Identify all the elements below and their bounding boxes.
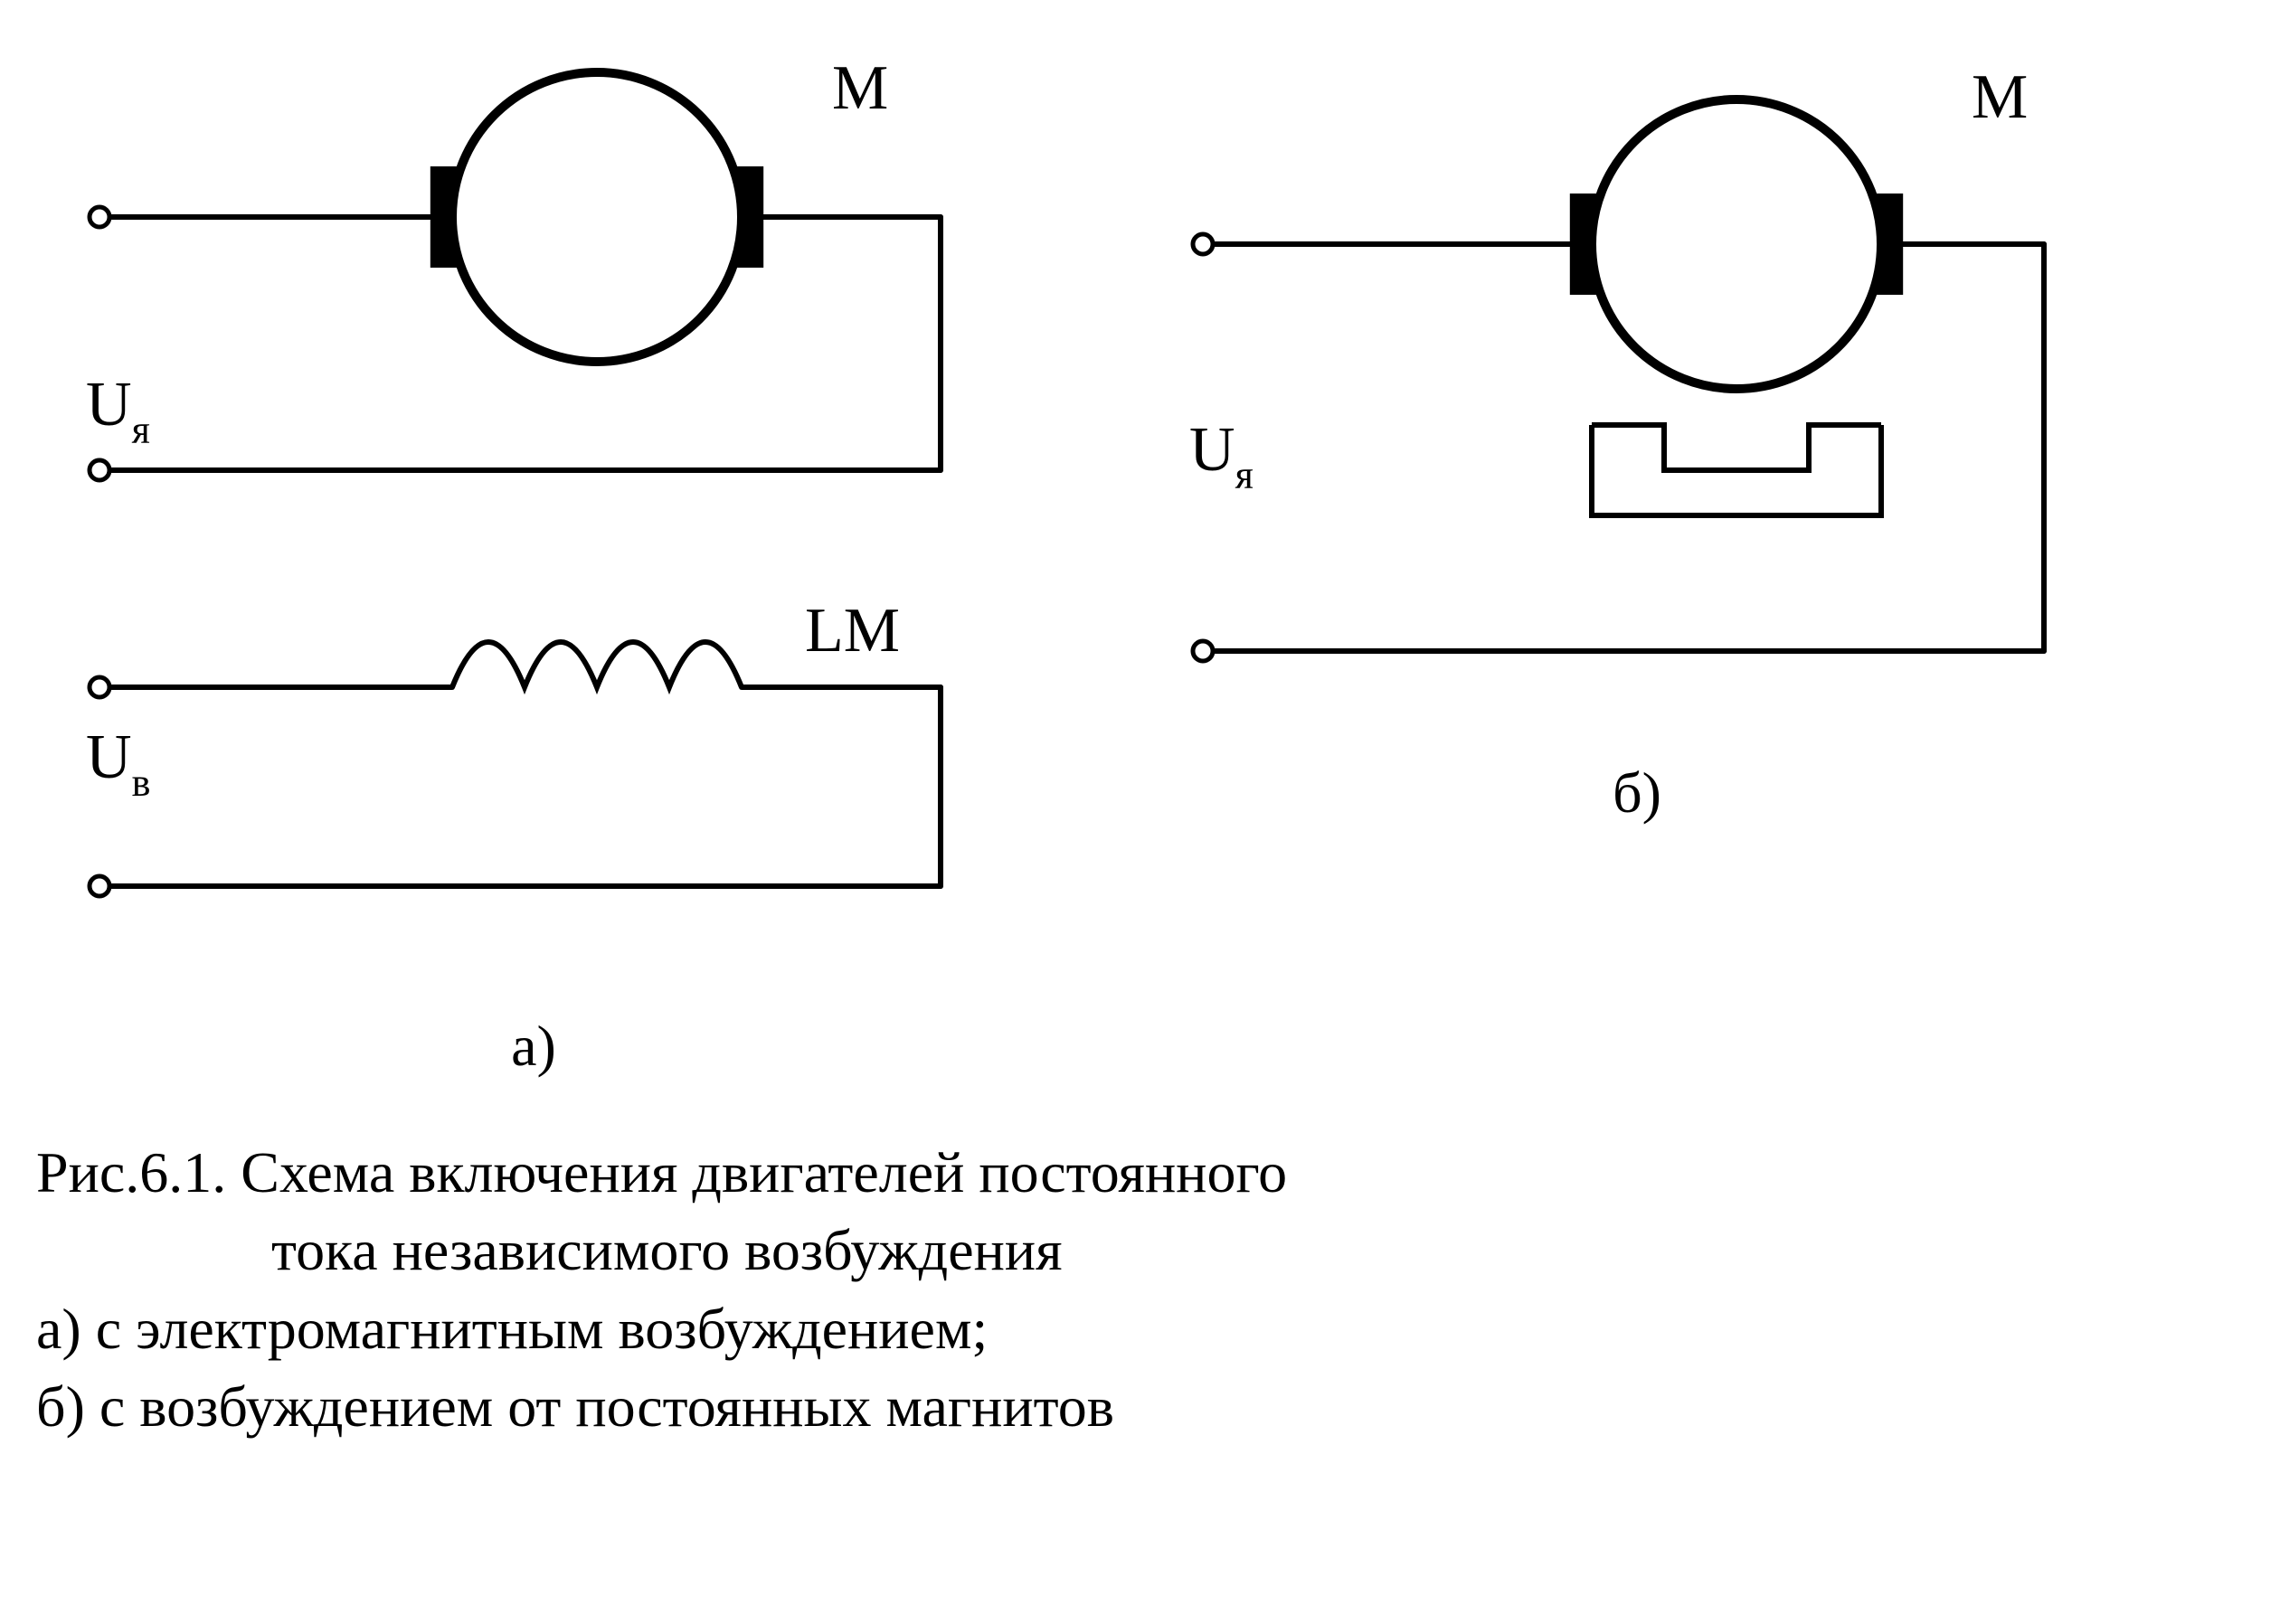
svg-text:Uя: Uя: [1189, 415, 1254, 497]
panel-b: M Uя б): [1140, 36, 2134, 1080]
figure-caption: Рис.6.1. Схема включения двигателей пост…: [36, 1134, 2243, 1447]
svg-text:Uв: Uв: [86, 722, 150, 805]
panel-b-label: б): [1140, 760, 2134, 826]
svg-text:M: M: [1972, 62, 2028, 132]
panel-a-label: а): [36, 1013, 1031, 1080]
svg-text:LM: LM: [805, 596, 900, 666]
caption-line-3: а) с электромагнитным возбуждением;: [36, 1290, 2243, 1368]
circuit-a-svg: M Uя LM Uв: [36, 36, 1031, 995]
caption-line-2: тока независимого возбуждения: [271, 1212, 2243, 1289]
caption-line-1: Рис.6.1. Схема включения двигателей пост…: [36, 1134, 2243, 1212]
panel-a: M Uя LM Uв а): [36, 36, 1031, 1080]
svg-text:Uя: Uя: [86, 370, 150, 452]
figure: M Uя LM Uв а) M Uя б) Рис.6.1. Схема включен…: [36, 36, 2243, 1447]
svg-text:M: M: [832, 53, 888, 123]
caption-line-4: б) с возбуждением от постоянных магнитов: [36, 1368, 2243, 1446]
circuit-b-svg: M Uя: [1140, 36, 2134, 741]
diagram-row: M Uя LM Uв а) M Uя б): [36, 36, 2243, 1080]
